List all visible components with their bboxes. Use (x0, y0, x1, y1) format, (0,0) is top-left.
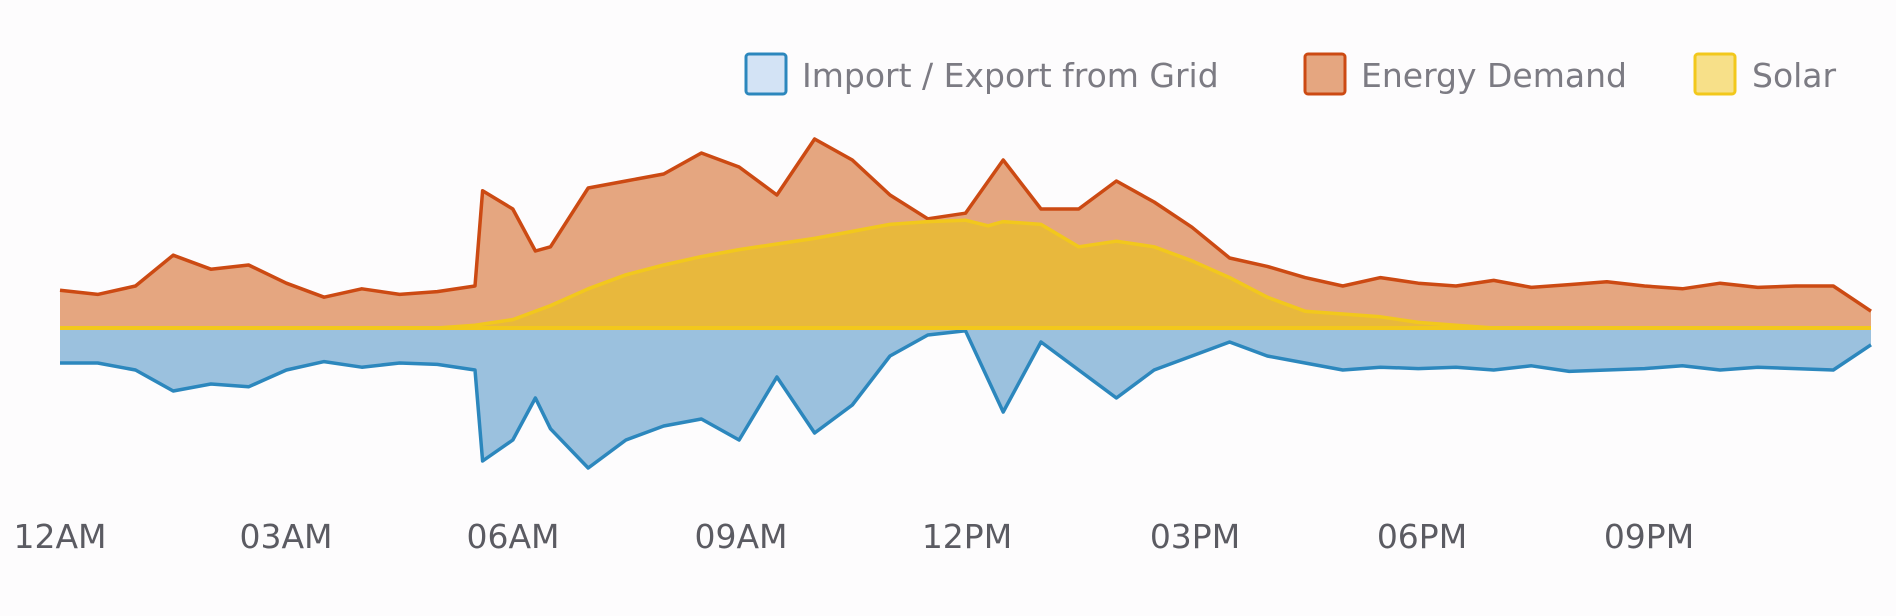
x-tick-label: 06AM (466, 517, 559, 556)
legend-swatch-demand (1303, 52, 1347, 96)
solar-series-area (60, 220, 1871, 328)
x-tick-label: 06PM (1377, 517, 1467, 556)
x-tick-label: 03PM (1150, 517, 1240, 556)
legend-label-demand: Energy Demand (1361, 56, 1627, 95)
x-tick-label: 12PM (922, 517, 1012, 556)
demand-series-line (59, 137, 1872, 313)
legend-label-grid: Import / Export from Grid (802, 56, 1219, 95)
legend-label-solar: Solar (1752, 56, 1837, 95)
legend-swatch-grid (744, 52, 788, 96)
x-tick-label: 03AM (239, 517, 332, 556)
legend-item-grid[interactable]: Import / Export from Grid (744, 52, 1219, 96)
x-axis: 12AM 03AM 06AM 09AM 12PM 03PM 06PM 09PM (13, 517, 1694, 556)
legend-item-demand[interactable]: Energy Demand (1303, 52, 1627, 96)
legend: Import / Export from Grid Energy Demand … (744, 52, 1837, 96)
solar-series-line (60, 218, 1871, 330)
chart-plot-area (59, 137, 1872, 470)
x-tick-label: 12AM (13, 517, 106, 556)
legend-item-solar[interactable]: Solar (1693, 52, 1837, 96)
legend-swatch-solar (1693, 52, 1737, 96)
x-tick-label: 09PM (1604, 517, 1694, 556)
grid-series-line (60, 329, 1872, 470)
grid-series-area (60, 328, 1871, 468)
x-tick-label: 09AM (694, 517, 787, 556)
